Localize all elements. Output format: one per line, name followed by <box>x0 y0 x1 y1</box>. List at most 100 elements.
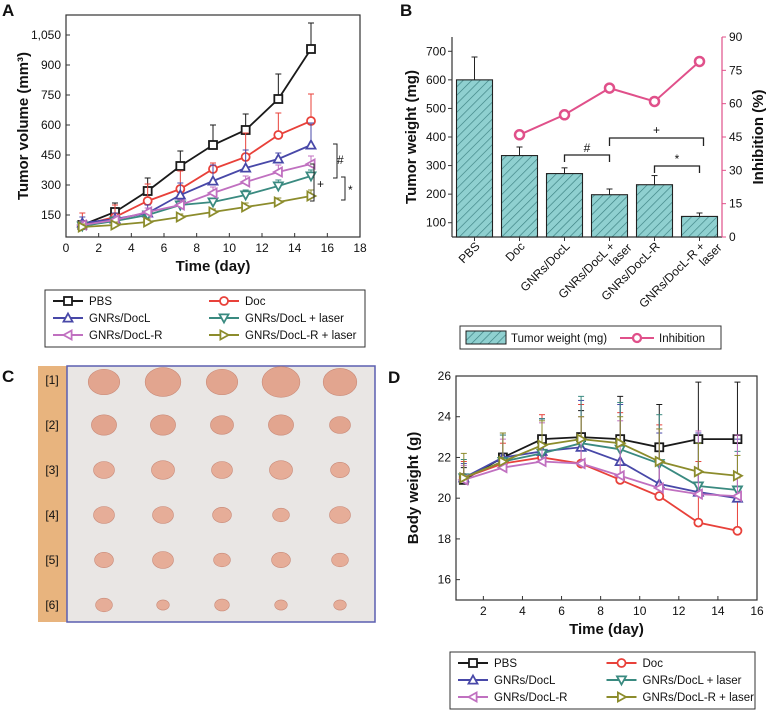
y-tick-label: 600 <box>426 73 446 87</box>
inhibition-point <box>693 55 706 68</box>
legend: PBS Doc GNRs/DocL GNRs/DocL + laser GNRs/Doc… <box>44 289 366 348</box>
data-point <box>496 461 508 474</box>
y-tick-label: 400 <box>426 130 446 144</box>
tumor-sample <box>150 414 176 436</box>
x-tick-label: 10 <box>633 604 647 618</box>
y-tick-label: 20 <box>438 491 452 505</box>
x-tick-label: 18 <box>353 241 367 255</box>
tumor-sample <box>272 507 290 523</box>
x-tick-label: 8 <box>193 241 200 255</box>
bar <box>545 173 584 238</box>
x-tick-label: 12 <box>255 241 269 255</box>
x-tick-label: 4 <box>128 241 135 255</box>
x-tick-label: Doc <box>503 239 528 264</box>
legend-marker <box>219 296 229 306</box>
y-tick-label: 22 <box>438 450 452 464</box>
tumor-sample <box>214 598 230 612</box>
significance-bracket <box>310 163 315 202</box>
y-tick-label: 600 <box>41 118 61 132</box>
plot-frame <box>65 14 361 238</box>
bar <box>455 79 494 238</box>
data-point <box>142 196 153 206</box>
series-GNRs/DocL-R + laser <box>459 416 744 484</box>
data-point <box>732 469 744 482</box>
data-point <box>174 188 187 200</box>
x-tick-label: 2 <box>480 604 487 618</box>
significance-bracket <box>341 176 346 201</box>
x-tick-label: 14 <box>711 604 725 618</box>
y-tick-label: 450 <box>41 148 61 162</box>
y2-tick-label: 60 <box>729 97 743 111</box>
row-label: [2] <box>45 418 58 432</box>
annotation: # <box>337 153 344 167</box>
row-label: [1] <box>45 373 58 387</box>
data-point <box>143 215 155 229</box>
legend-label: GNRs/DocL + laser <box>643 675 742 687</box>
bar <box>500 155 539 238</box>
tumor-sample <box>212 507 232 523</box>
y-tick-label: 1,050 <box>31 28 61 42</box>
bar <box>680 215 719 238</box>
x-tick-label: 16 <box>750 604 764 618</box>
panel-B: 100 200 300 400 500 600 700 0 15 30 45 60 75 90 Tumor … <box>400 1 767 311</box>
y-tick-label: 700 <box>426 44 446 58</box>
legend-marker <box>617 690 628 704</box>
series-GNRs/DocL-R <box>75 155 316 232</box>
annotation: + <box>653 123 660 137</box>
inhibition-line <box>519 60 701 136</box>
tumor-sample <box>268 414 294 436</box>
data-point <box>239 190 252 202</box>
tumor-sample <box>152 551 174 569</box>
row-label: [5] <box>45 553 58 567</box>
x-tick-label: 2 <box>95 241 102 255</box>
x-axis-label: Time (day) <box>176 258 251 275</box>
data-point <box>77 220 89 234</box>
legend-marker <box>468 658 478 668</box>
data-point <box>693 517 704 528</box>
y2-tick-label: 90 <box>729 30 743 44</box>
panel-label: D <box>388 368 400 387</box>
data-point <box>208 205 220 219</box>
y-tick-label: 100 <box>426 216 446 230</box>
data-point <box>175 210 187 224</box>
legend-label: PBS <box>89 296 112 308</box>
row-label: [4] <box>45 508 58 522</box>
row-label: [6] <box>45 598 58 612</box>
inhibition-point <box>603 82 616 94</box>
data-point <box>173 198 185 212</box>
tumor-sample <box>269 460 293 480</box>
tumor-sample <box>151 460 175 480</box>
y-tick-label: 900 <box>41 58 61 72</box>
data-point <box>239 175 251 189</box>
row-label: [3] <box>45 463 58 477</box>
tumor-sample <box>93 461 115 479</box>
y2-tick-label: 30 <box>729 163 743 177</box>
legend-marker <box>219 328 231 342</box>
data-point <box>306 189 318 203</box>
data-point <box>206 186 218 200</box>
series-line <box>463 460 738 498</box>
panel-label: A <box>2 1 14 20</box>
tumor-sample <box>95 597 113 613</box>
legend-label: Inhibition <box>659 333 705 345</box>
legend-label: Doc <box>643 658 664 670</box>
x-tick-label: 4 <box>519 604 526 618</box>
y2-tick-label: 0 <box>729 230 736 244</box>
x-tick-label: 6 <box>558 604 565 618</box>
bar <box>590 194 629 238</box>
tumor-sample <box>261 366 301 398</box>
data-point <box>535 455 547 468</box>
legend-marker <box>466 673 480 685</box>
legend-marker <box>61 311 75 323</box>
legend-label: PBS <box>494 658 517 670</box>
x-tick-label-line: PBS <box>456 239 483 266</box>
series-line <box>82 175 312 227</box>
tumor-sample <box>144 367 182 397</box>
panel-label: B <box>400 1 412 20</box>
data-point <box>273 195 285 209</box>
tumor-sample <box>210 415 234 435</box>
y2-axis-label: Inhibition (%) <box>750 90 767 185</box>
significance-bracket <box>563 154 611 162</box>
series-GNRs/DocL-R + laser <box>77 189 318 234</box>
